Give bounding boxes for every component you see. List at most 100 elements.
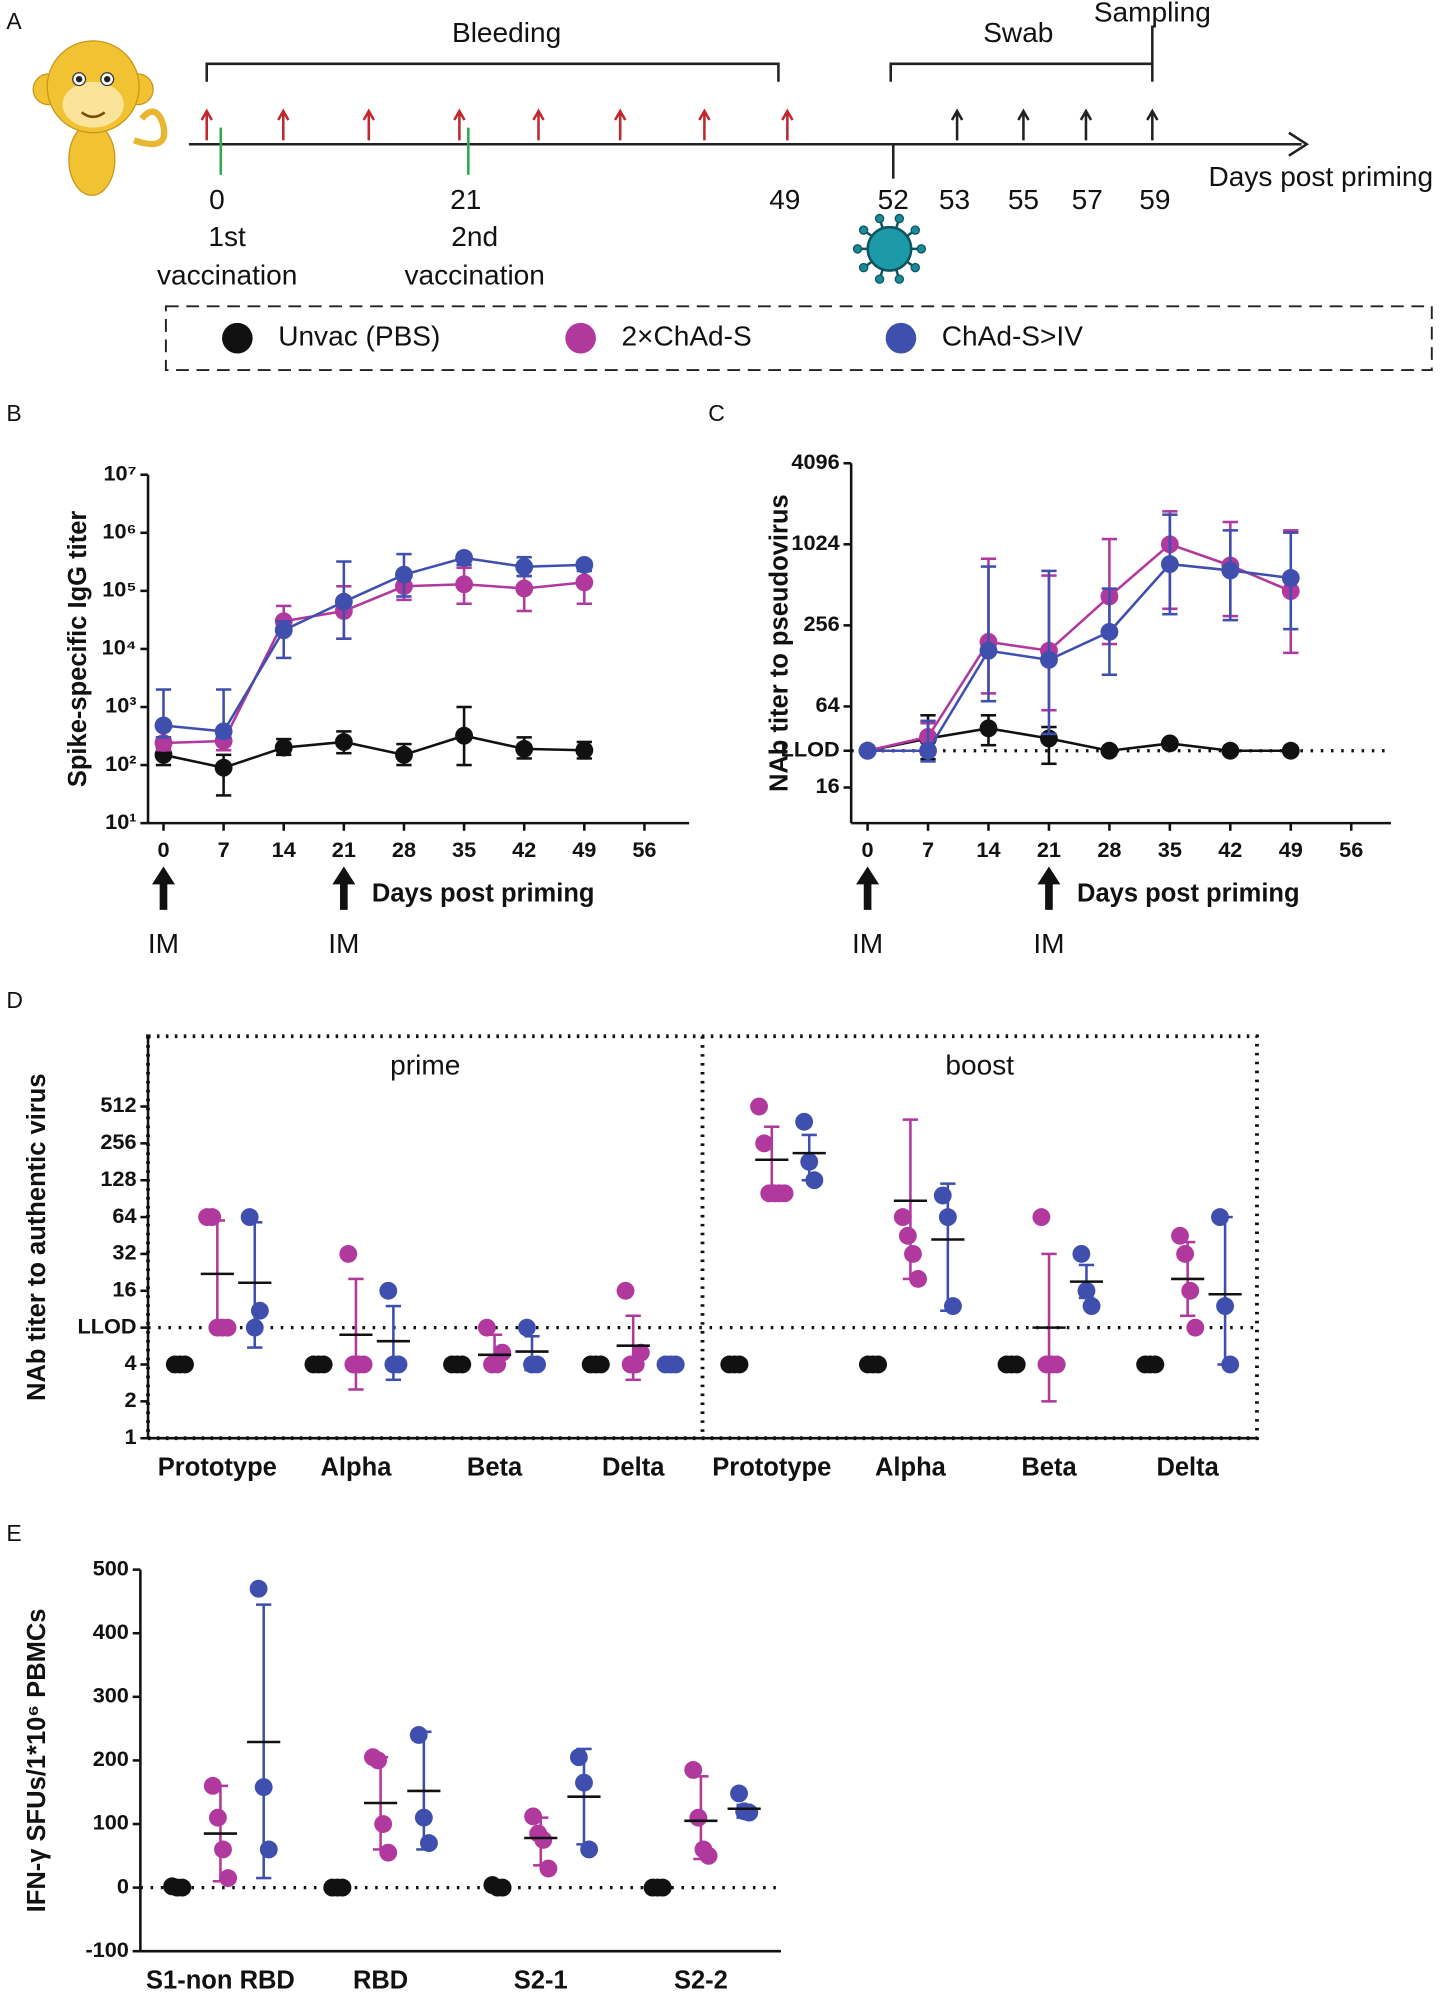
virus-spike-tip xyxy=(858,262,869,273)
y-axis-label: NAb titer to authentic virus xyxy=(23,1073,51,1400)
virus-body xyxy=(866,225,913,272)
x-tick-label: 7 xyxy=(218,837,230,862)
data-point xyxy=(666,1355,685,1374)
data-point xyxy=(517,1318,536,1337)
x-tick-label: 42 xyxy=(512,837,536,862)
virus-spike-tip xyxy=(916,244,927,254)
virus-spike-tip xyxy=(910,225,920,235)
data-point xyxy=(1072,1244,1091,1263)
day-label: 21 xyxy=(450,184,481,215)
day-label: 49 xyxy=(769,184,800,215)
im-arrow xyxy=(332,866,356,910)
x-tick-label: Delta xyxy=(602,1454,665,1482)
x-tick-label: Prototype xyxy=(158,1454,277,1482)
y-tick-label: 16 xyxy=(112,1277,136,1302)
x-tick-label: 14 xyxy=(976,837,1000,862)
y-tick-label: 10⁵ xyxy=(102,577,136,602)
data-point xyxy=(214,722,233,741)
x-tick-label: Prototype xyxy=(712,1454,831,1482)
legend-swatch xyxy=(885,322,917,354)
data-point xyxy=(1047,1355,1066,1374)
data-point xyxy=(689,1808,708,1827)
data-point xyxy=(699,1846,718,1865)
timeline-panel: A Bleeding Swab Sampling Days post primi… xyxy=(6,0,1433,372)
x-tick-label: 0 xyxy=(862,837,874,862)
virus-spike-tip xyxy=(852,244,863,254)
bleeding-arrow xyxy=(277,108,290,141)
y-tick-label: 400 xyxy=(93,1619,129,1644)
virus-spike-tip xyxy=(894,274,905,284)
data-point xyxy=(453,1355,472,1374)
data-point xyxy=(374,1815,393,1833)
y-tick-label: 1024 xyxy=(791,530,839,555)
data-point xyxy=(1186,1318,1205,1337)
legend-label: 2×ChAd-S xyxy=(621,321,751,352)
series-line xyxy=(867,562,1291,753)
x-tick-label: S1-non RBD xyxy=(146,1967,295,1995)
x-tick-label: 21 xyxy=(332,837,356,862)
data-point xyxy=(1100,741,1119,760)
bleeding-arrow xyxy=(698,108,711,141)
data-point xyxy=(455,575,474,594)
bleeding-arrow xyxy=(453,108,466,141)
data-point xyxy=(1221,741,1240,760)
series-line xyxy=(163,734,585,770)
event-label: 2nd xyxy=(451,221,498,252)
legend-box xyxy=(164,305,1433,372)
chart-panel: E IFN-γ SFUs/1*10⁶ PBMCs -100 0 100 200 300 400… xyxy=(6,1520,781,1995)
y-tick-label: 200 xyxy=(93,1746,129,1771)
virus-spike-tip xyxy=(858,225,869,235)
data-point xyxy=(369,1751,387,1770)
series-line xyxy=(163,556,585,733)
data-point xyxy=(1100,622,1119,641)
data-point xyxy=(795,1112,814,1131)
data-point xyxy=(274,621,293,640)
y-tick-label: 10⁴ xyxy=(102,635,137,660)
virus-icon xyxy=(852,213,927,284)
data-point xyxy=(515,739,534,758)
event-label: 1st xyxy=(208,221,246,252)
bleeding-arrow xyxy=(613,108,627,141)
y-tick-label: 256 xyxy=(803,611,839,636)
data-point xyxy=(575,741,594,760)
data-point xyxy=(730,1784,748,1803)
data-point xyxy=(1181,1281,1200,1300)
x-tick-label: S2-2 xyxy=(674,1967,728,1995)
data-point xyxy=(575,555,594,574)
x-tick-label: Alpha xyxy=(875,1454,947,1482)
data-point xyxy=(218,1318,237,1337)
y-tick-label: LLOD xyxy=(781,736,840,761)
x-tick-label: Beta xyxy=(467,1454,523,1482)
y-tick-label: 1 xyxy=(124,1424,136,1449)
y-tick-label: 128 xyxy=(100,1166,136,1191)
data-point xyxy=(249,1579,268,1598)
bleeding-arrow xyxy=(781,108,794,141)
data-point xyxy=(616,1281,635,1300)
y-tick-label: 0 xyxy=(117,1873,129,1898)
data-point xyxy=(534,1830,553,1849)
y-tick-label: 10³ xyxy=(105,693,136,718)
data-point xyxy=(334,733,353,751)
virus-spike-tip xyxy=(874,274,885,284)
data-point xyxy=(1221,561,1240,580)
data-point xyxy=(173,1878,192,1897)
bleeding-arrow xyxy=(532,108,545,141)
x-tick-label: RBD xyxy=(353,1967,408,1995)
data-point xyxy=(214,758,233,777)
y-tick-label: 300 xyxy=(93,1683,129,1708)
data-point xyxy=(379,1843,398,1862)
legend-label: Unvac (PBS) xyxy=(278,321,440,352)
virus-spike-tip xyxy=(894,213,905,224)
x-tick-label: 21 xyxy=(1037,837,1061,862)
legend-swatch xyxy=(565,322,596,354)
data-point xyxy=(395,565,413,584)
data-point xyxy=(1160,555,1179,574)
day-label: 55 xyxy=(1008,184,1039,215)
data-point xyxy=(1171,1226,1189,1245)
y-tick-label: 32 xyxy=(112,1240,136,1265)
swab-arrow xyxy=(1146,108,1159,141)
data-point xyxy=(219,1869,238,1888)
im-label: IM xyxy=(148,928,179,959)
y-tick-label: 100 xyxy=(93,1810,129,1835)
day-label: 57 xyxy=(1072,184,1103,215)
